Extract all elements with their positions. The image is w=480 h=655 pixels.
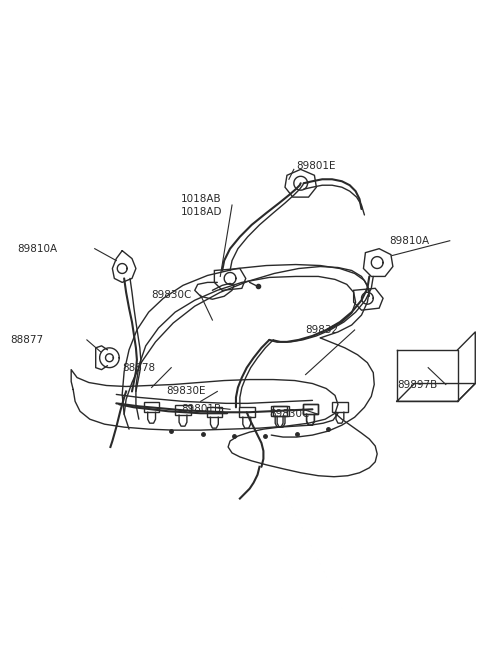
Text: 88878: 88878: [122, 363, 156, 373]
Text: 89810A: 89810A: [17, 244, 58, 253]
Text: 89810A: 89810A: [389, 236, 429, 246]
Text: 89830C: 89830C: [152, 290, 192, 300]
Bar: [206, 407, 222, 417]
Bar: [271, 406, 287, 416]
Bar: [175, 405, 191, 415]
Text: 89832: 89832: [306, 325, 339, 335]
Text: 1018AB: 1018AB: [181, 194, 222, 204]
Text: 89801B: 89801B: [181, 404, 221, 415]
Bar: [332, 402, 348, 412]
Text: 1018AD: 1018AD: [181, 207, 223, 217]
Text: 88877: 88877: [11, 335, 44, 345]
Bar: [303, 404, 318, 414]
Bar: [273, 406, 289, 416]
Bar: [303, 404, 318, 414]
Text: 89897B: 89897B: [397, 379, 437, 390]
Bar: [239, 407, 254, 417]
Bar: [144, 402, 159, 412]
Text: 89801E: 89801E: [296, 161, 335, 172]
Text: 89830C: 89830C: [269, 409, 310, 419]
Text: 89830E: 89830E: [166, 386, 206, 396]
